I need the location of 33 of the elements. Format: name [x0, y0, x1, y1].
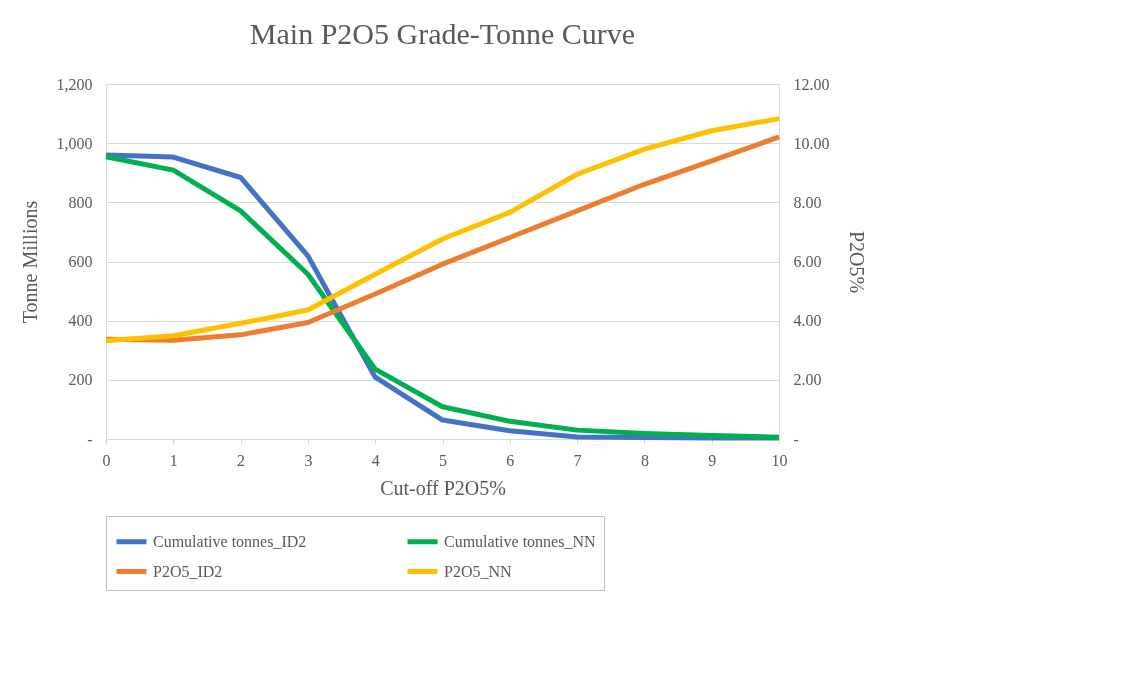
x-tick-label: 0 [102, 451, 111, 469]
legend-label: Cumulative tonnes_NN [444, 532, 596, 550]
y-tick-label: 800 [68, 193, 93, 211]
x-tick-label: 9 [708, 451, 717, 469]
x-axis-title: Cut-off P2O5% [380, 476, 506, 499]
legend-label: Cumulative tonnes_ID2 [153, 532, 307, 550]
y-axis-title: Tonne Millions [18, 200, 41, 324]
y2-tick-label: 2.00 [793, 371, 822, 389]
chart-title: Main P2O5 Grade-Tonne Curve [249, 17, 636, 50]
y-tick-label: 1,200 [56, 75, 93, 93]
x-tick-label: 4 [371, 451, 380, 469]
x-tick-label: 8 [640, 451, 649, 469]
x-tick-label: 1 [169, 451, 178, 469]
x-tick-label: 7 [573, 451, 582, 469]
y-tick-label: 200 [68, 371, 93, 389]
y2-tick-label: 12.00 [793, 75, 830, 93]
y2-tick-label: 6.00 [793, 253, 822, 270]
y2-tick-label: 4.00 [793, 312, 822, 330]
y2-tick-label: 8.00 [793, 193, 822, 211]
x-tick-label: 6 [506, 451, 515, 469]
y-tick-label: 600 [68, 253, 93, 270]
x-tick-label: 2 [237, 451, 246, 469]
y2-tick-label: - [793, 430, 799, 448]
legend-label: P2O5_ID2 [153, 562, 223, 580]
x-tick-label: 5 [439, 451, 447, 469]
y-tick-label: - [87, 430, 93, 448]
y-tick-label: 1,000 [56, 134, 93, 152]
legend-label: P2O5_NN [444, 562, 513, 580]
x-tick-label: 3 [304, 451, 313, 469]
y-tick-label: 400 [68, 312, 93, 330]
x-tick-label: 10 [771, 451, 788, 469]
y2-tick-label: 10.00 [793, 134, 830, 152]
y2-axis-title: P2O5% [845, 230, 868, 294]
